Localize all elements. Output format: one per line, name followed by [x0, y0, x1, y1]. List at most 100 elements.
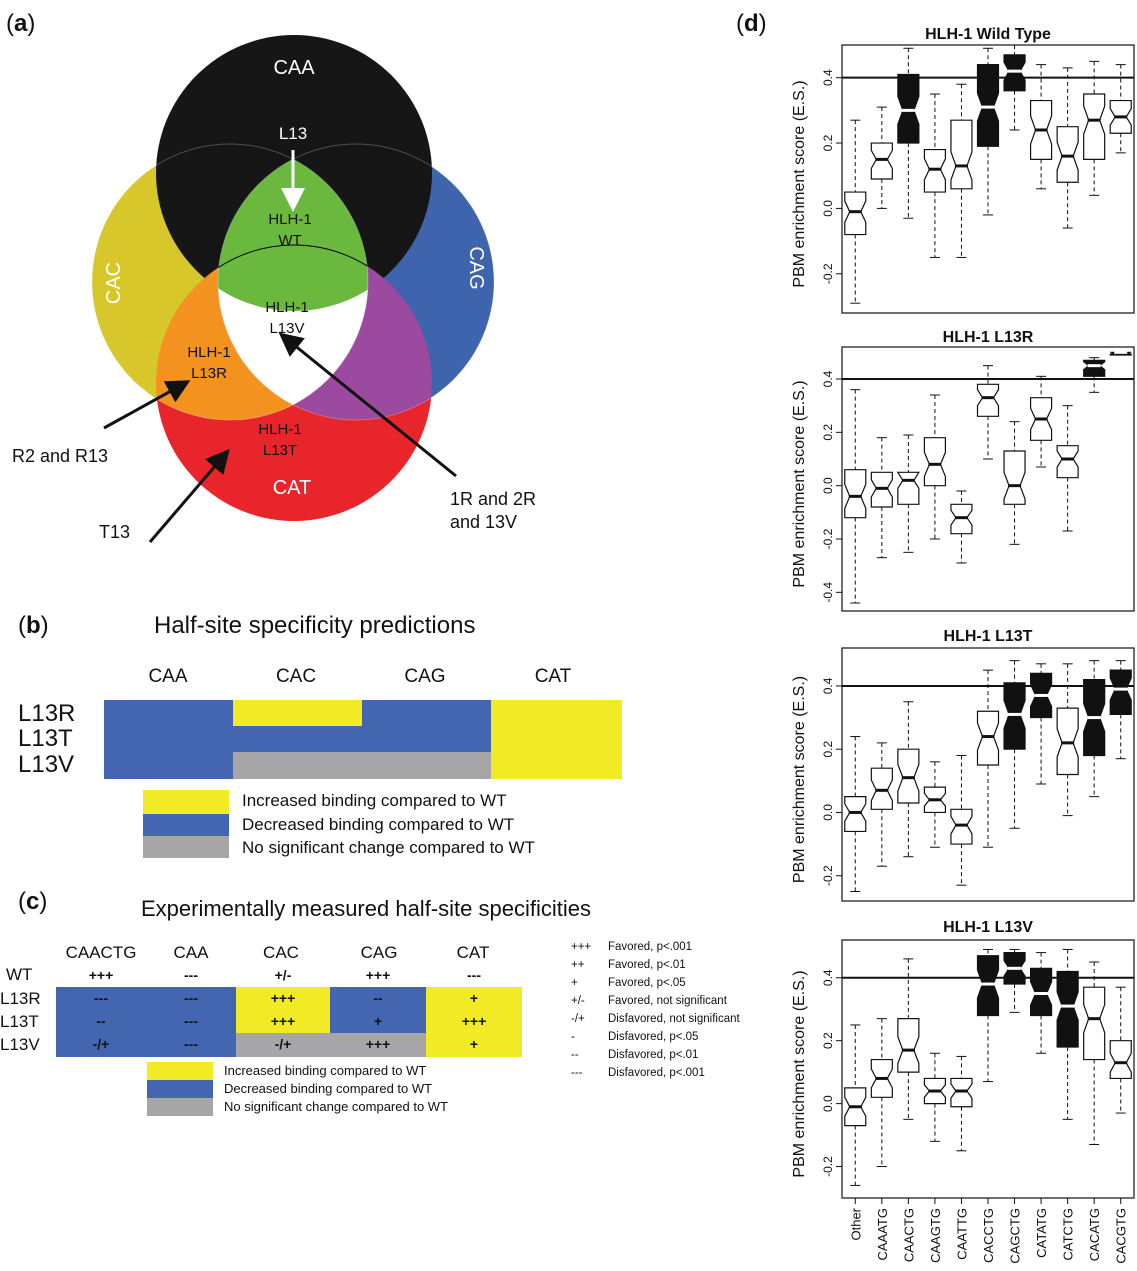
annot-r2-r13: R2 and R13	[12, 446, 108, 466]
venn-label-wt-1: HLH-1	[268, 211, 311, 228]
panel-c-cell-bg	[236, 1010, 330, 1034]
box	[1083, 93, 1106, 160]
box	[1109, 669, 1132, 716]
panel-b-cell	[233, 752, 362, 779]
box	[950, 1077, 973, 1108]
y-tick-label: 0.4	[821, 677, 835, 694]
key-meaning: Disfavored, p<.01	[608, 1049, 699, 1061]
panel-c-cell-bg	[146, 987, 236, 1011]
panel-c-cell-bg	[330, 1010, 426, 1034]
box	[976, 710, 1000, 766]
panel-c-cell-bg	[56, 1010, 146, 1034]
panel-c-cell-value: +	[373, 1013, 383, 1029]
annot-t13: T13	[99, 522, 130, 542]
x-tick-label: CACGTG	[1114, 1208, 1129, 1264]
key-symbol: -/+	[571, 1013, 585, 1025]
panel-c-cell-value: ---	[184, 967, 198, 983]
box	[844, 796, 867, 833]
key-symbol: -	[571, 1031, 575, 1043]
panel-b-col-cat: CAT	[534, 666, 572, 687]
panel-b-row-l13v: L13V	[18, 751, 75, 778]
arrow-r2-r13	[103, 380, 191, 430]
key-symbol: ++	[571, 959, 585, 971]
x-tick-label: CACATG	[1087, 1208, 1102, 1261]
y-tick-label: -0.2	[821, 865, 835, 886]
panel-c-cell-bg	[146, 1010, 236, 1034]
panel-b-cell	[362, 752, 491, 779]
key-meaning: Disfavored, not significant	[608, 1013, 740, 1025]
panel-b-cell	[233, 726, 362, 753]
panel-b-label: (b)	[18, 612, 49, 639]
venn-label-l13t-1: HLH-1	[258, 421, 301, 438]
x-tick-label: Other	[848, 1207, 863, 1240]
x-tick-label: CATCTG	[1061, 1208, 1076, 1260]
box	[976, 955, 1000, 1017]
panel-b-cell	[362, 700, 491, 727]
panel-c-legend-increased: Increased binding compared to WT	[224, 1063, 427, 1078]
panel-c-cell-bg	[426, 1010, 522, 1034]
venn-label-l13r-1: HLH-1	[187, 344, 230, 361]
box	[870, 767, 893, 810]
key-symbol: +++	[571, 941, 592, 953]
box	[923, 437, 947, 487]
panel-c-cell-value: -/+	[274, 1036, 292, 1052]
key-meaning: Favored, p<.01	[608, 959, 686, 971]
panel-c-legend-swatch-decreased	[147, 1080, 213, 1098]
panel-b-legend-decreased: Decreased binding compared to WT	[242, 815, 515, 834]
panel-b-title: Half-site specificity predictions	[154, 612, 476, 639]
y-tick-label: 0.4	[821, 370, 835, 387]
panel-c-cell-bg	[146, 1033, 236, 1057]
arrow-t13	[148, 448, 230, 543]
panel-b-row-l13r: L13R	[18, 700, 76, 727]
chart-title: HLH-1 L13T	[944, 628, 1033, 645]
box	[950, 119, 973, 190]
box	[844, 191, 867, 236]
panel-c-cell-bg	[236, 987, 330, 1011]
key-symbol: +	[571, 977, 578, 989]
y-tick-label: 0.4	[821, 69, 835, 86]
panel-c-legend-swatch-increased	[147, 1062, 213, 1080]
box	[896, 471, 920, 505]
x-tick-label: CACCTG	[981, 1208, 996, 1263]
panel-c-cell-value: +++	[270, 1013, 296, 1029]
y-tick-label: -0.2	[821, 1156, 835, 1177]
venn-label-cat: CAT	[273, 477, 312, 499]
panel-b-legend-swatch-decreased	[143, 814, 229, 836]
key-meaning: Favored, p<.001	[608, 941, 693, 953]
panel-c-cell-value: +++	[365, 1036, 391, 1052]
venn-label-wt-2: WT	[278, 232, 301, 249]
y-tick-label: 0.2	[821, 1032, 835, 1049]
panel-c-col-caactg: CAACTG	[65, 943, 137, 962]
panel-b-row-l13t: L13T	[18, 725, 73, 752]
panel-b-cell	[104, 752, 233, 779]
box	[1083, 359, 1106, 377]
y-tick-label: 0.0	[821, 477, 835, 494]
venn-label-caa: CAA	[273, 57, 315, 79]
panel-c-cell-bg	[426, 1033, 522, 1057]
panel-b-legend-swatch-nochange	[143, 836, 229, 858]
panel-c-cell-value: ---	[467, 967, 481, 983]
panel-c-legend-decreased: Decreased binding compared to WT	[224, 1081, 433, 1096]
panel-b-grid	[104, 700, 622, 779]
panel-b-col-cac: CAC	[275, 666, 317, 687]
y-axis-label: PBM enrichment score (E.S.)	[791, 970, 808, 1177]
venn-label-l13: L13	[279, 124, 307, 143]
y-tick-label: 0.2	[821, 424, 835, 441]
panel-d-label: (d)	[736, 10, 767, 37]
panel-c-row-l13v: L13V	[0, 1035, 40, 1054]
panel-c-cell-value: --	[373, 990, 383, 1006]
y-tick-label: 0.4	[821, 969, 835, 986]
annot-1r-2r-1: 1R and 2R	[450, 489, 536, 509]
panel-c-cell-bg	[330, 1033, 426, 1057]
box	[1003, 682, 1026, 750]
venn-label-cac: CAC	[103, 262, 125, 304]
panel-c-legend-swatch-nochange	[147, 1098, 213, 1116]
box	[1056, 707, 1079, 776]
panel-c-cell-value: ---	[184, 990, 198, 1006]
box	[870, 142, 893, 180]
panel-b-legend-increased: Increased binding compared to WT	[242, 791, 507, 810]
panel-c-cell-value: ---	[184, 1013, 198, 1029]
panel-b-legend-swatch-increased	[143, 790, 229, 814]
panel-c-row-wt: WT	[6, 965, 33, 984]
panel-c-cell-bg	[236, 1033, 330, 1057]
